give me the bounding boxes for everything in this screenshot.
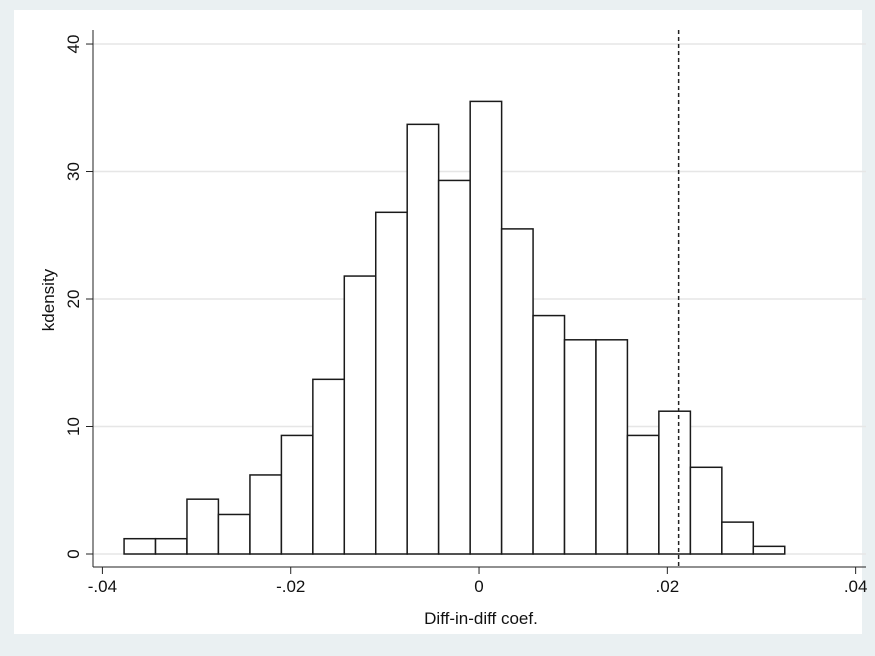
bar	[626, 434, 660, 555]
y-axis-title: kdensity	[39, 268, 58, 331]
x-tick-label: .04	[844, 577, 868, 596]
bar	[374, 211, 408, 555]
bar	[249, 474, 283, 555]
y-tick-label: 0	[64, 549, 83, 558]
x-tick-label: -.02	[276, 577, 305, 596]
y-tick-label: 20	[64, 290, 83, 309]
bar	[123, 537, 157, 555]
bar	[406, 123, 440, 555]
bar	[532, 314, 566, 555]
bar	[563, 339, 597, 555]
bar	[595, 339, 629, 555]
bar	[154, 537, 188, 555]
bar	[500, 228, 534, 555]
bar	[343, 275, 377, 555]
bar	[689, 466, 723, 555]
bar	[312, 378, 346, 555]
x-tick-label: -.04	[88, 577, 117, 596]
bar	[469, 100, 503, 555]
x-tick-label: 0	[474, 577, 483, 596]
y-tick-label: 10	[64, 417, 83, 436]
bar	[186, 498, 220, 555]
x-tick-label: .02	[656, 577, 680, 596]
x-axis-title: Diff-in-diff coef.	[424, 609, 538, 628]
bar	[437, 179, 471, 555]
bar	[752, 545, 786, 555]
bar	[280, 434, 314, 555]
y-tick-label: 40	[64, 35, 83, 54]
bar	[721, 521, 755, 555]
y-tick-label: 30	[64, 162, 83, 181]
bar	[658, 410, 692, 555]
bar	[217, 513, 251, 555]
